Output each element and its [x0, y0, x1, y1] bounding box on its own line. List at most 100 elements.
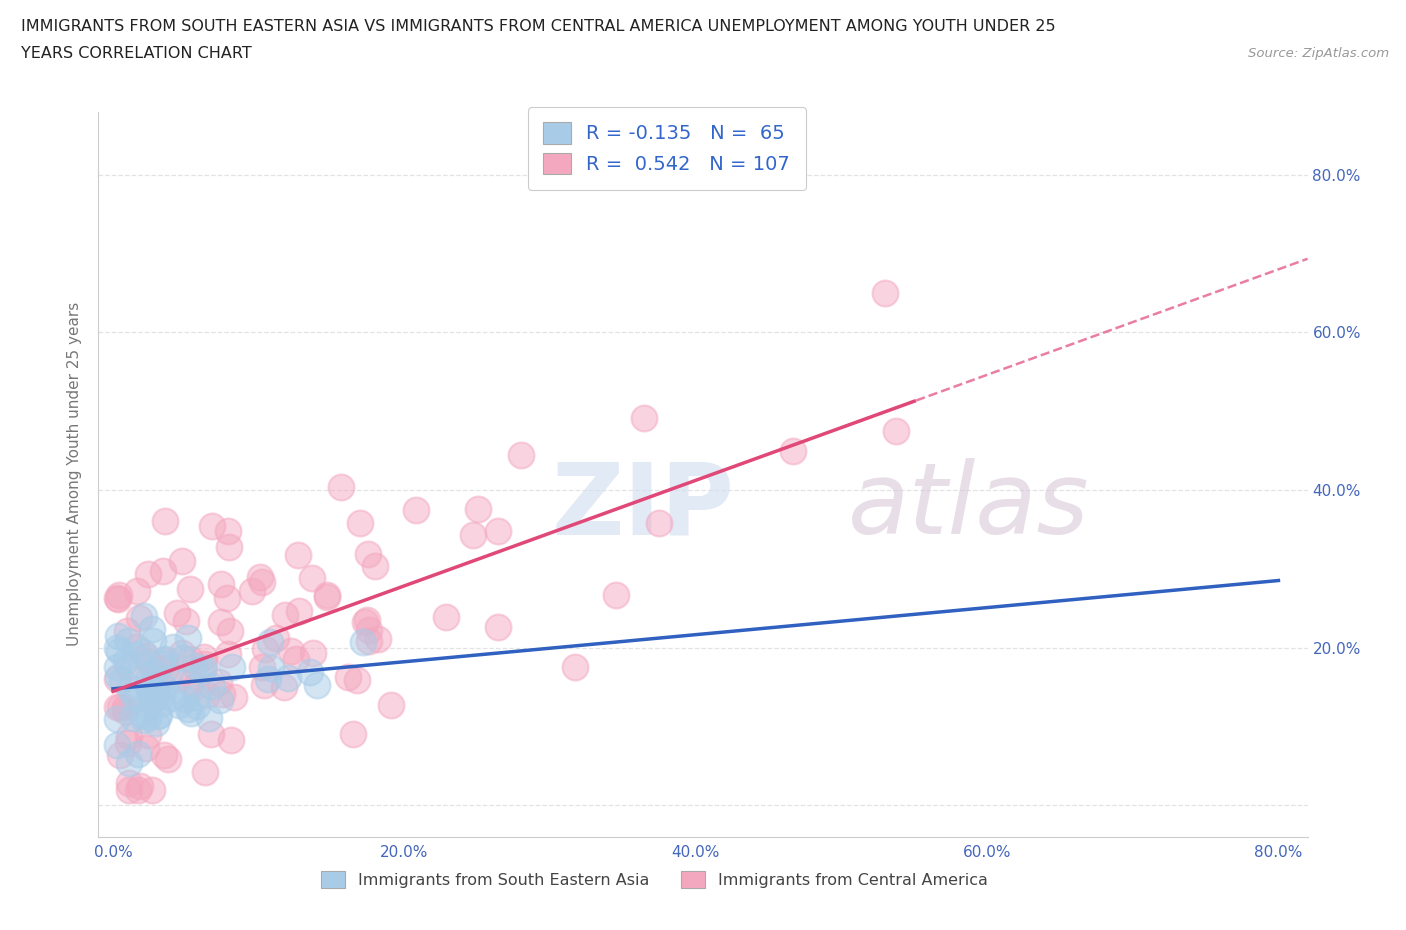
Point	[146, 660, 169, 675]
Point	[107, 629, 129, 644]
Point	[180, 706, 202, 721]
Point	[179, 581, 201, 596]
Point	[380, 698, 402, 712]
Point	[884, 424, 907, 439]
Point	[359, 633, 381, 648]
Point	[240, 583, 263, 598]
Point	[176, 614, 198, 629]
Point	[349, 516, 371, 531]
Point	[118, 782, 141, 797]
Point	[167, 698, 190, 713]
Point	[155, 661, 177, 676]
Point	[136, 679, 159, 694]
Point	[357, 547, 380, 562]
Point	[302, 645, 325, 660]
Point	[142, 682, 165, 697]
Point	[253, 678, 276, 693]
Text: YEARS CORRELATION CHART: YEARS CORRELATION CHART	[21, 46, 252, 61]
Point	[105, 712, 128, 727]
Point	[564, 660, 586, 675]
Text: IMMIGRANTS FROM SOUTH EASTERN ASIA VS IMMIGRANTS FROM CENTRAL AMERICA UNEMPLOYME: IMMIGRANTS FROM SOUTH EASTERN ASIA VS IM…	[21, 19, 1056, 33]
Point	[209, 577, 232, 591]
Point	[141, 691, 163, 706]
Point	[156, 751, 179, 766]
Point	[509, 447, 531, 462]
Point	[108, 588, 131, 603]
Point	[285, 652, 308, 667]
Point	[336, 670, 359, 684]
Point	[217, 524, 239, 538]
Point	[127, 747, 149, 762]
Point	[274, 607, 297, 622]
Point	[184, 679, 207, 694]
Point	[357, 622, 380, 637]
Point	[218, 539, 240, 554]
Point	[354, 615, 377, 630]
Point	[152, 680, 174, 695]
Point	[105, 640, 128, 655]
Point	[201, 679, 224, 694]
Point	[153, 513, 176, 528]
Point	[346, 672, 368, 687]
Point	[114, 700, 136, 715]
Point	[177, 631, 200, 645]
Point	[148, 708, 170, 723]
Point	[138, 670, 160, 684]
Point	[128, 779, 150, 794]
Point	[128, 611, 150, 626]
Point	[209, 615, 232, 630]
Point	[160, 691, 183, 706]
Point	[127, 689, 149, 704]
Point	[219, 733, 242, 748]
Point	[135, 648, 157, 663]
Point	[136, 728, 159, 743]
Text: ZIP: ZIP	[551, 458, 735, 555]
Point	[277, 671, 299, 685]
Point	[141, 782, 163, 797]
Point	[782, 443, 804, 458]
Point	[875, 286, 897, 300]
Point	[122, 691, 145, 706]
Point	[329, 479, 352, 494]
Point	[219, 624, 242, 639]
Point	[342, 727, 364, 742]
Point	[150, 688, 173, 703]
Point	[224, 690, 246, 705]
Point	[105, 591, 128, 605]
Point	[132, 608, 155, 623]
Point	[118, 728, 141, 743]
Point	[141, 693, 163, 708]
Point	[127, 782, 149, 797]
Point	[198, 711, 221, 726]
Point	[211, 686, 233, 701]
Point	[605, 588, 627, 603]
Point	[127, 584, 149, 599]
Point	[136, 566, 159, 581]
Point	[118, 755, 141, 770]
Point	[107, 591, 129, 606]
Point	[305, 677, 328, 692]
Point	[193, 657, 215, 671]
Point	[150, 656, 173, 671]
Point	[186, 689, 208, 704]
Text: atlas: atlas	[848, 458, 1090, 555]
Point	[152, 748, 174, 763]
Point	[648, 516, 671, 531]
Point	[180, 675, 202, 690]
Point	[249, 569, 271, 584]
Legend: Immigrants from South Eastern Asia, Immigrants from Central America: Immigrants from South Eastern Asia, Immi…	[315, 864, 994, 895]
Point	[221, 659, 243, 674]
Point	[356, 613, 378, 628]
Point	[170, 645, 193, 660]
Point	[143, 665, 166, 680]
Y-axis label: Unemployment Among Youth under 25 years: Unemployment Among Youth under 25 years	[67, 302, 83, 646]
Point	[301, 570, 323, 585]
Point	[153, 652, 176, 667]
Point	[201, 519, 224, 534]
Point	[105, 699, 128, 714]
Point	[146, 687, 169, 702]
Point	[117, 660, 139, 675]
Point	[172, 651, 194, 666]
Point	[107, 670, 129, 684]
Point	[287, 604, 309, 618]
